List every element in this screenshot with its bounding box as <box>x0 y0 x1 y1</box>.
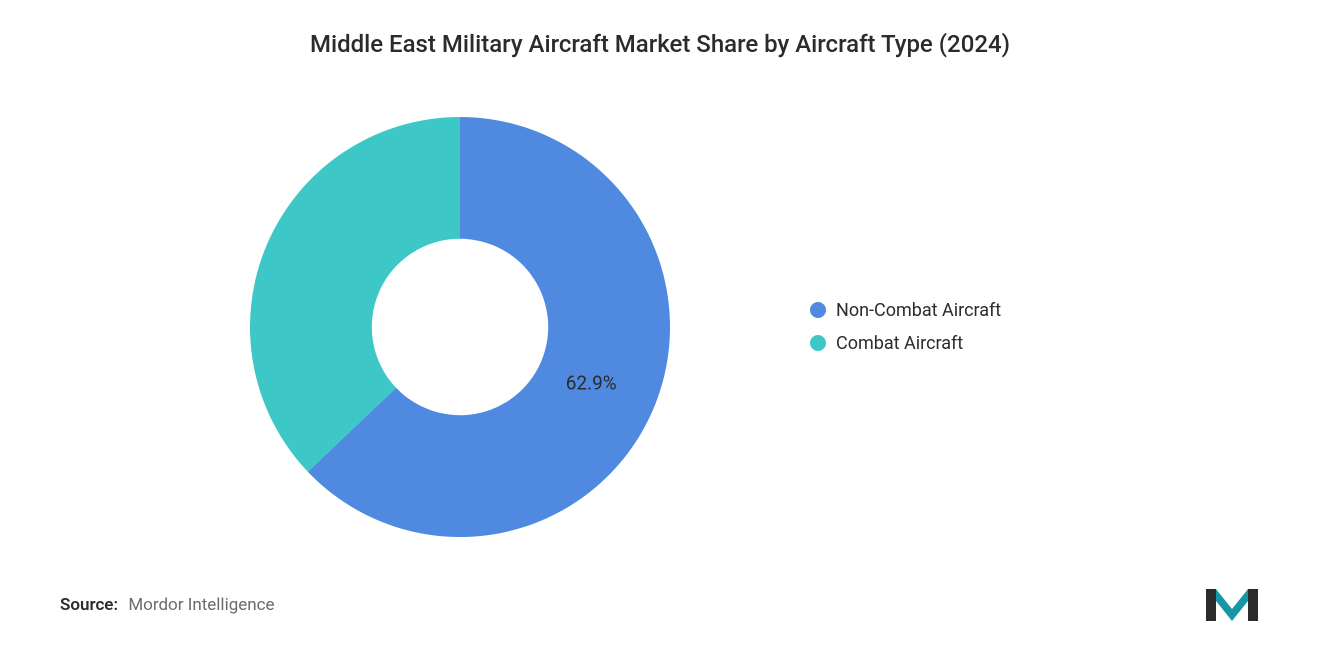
mordor-logo-icon <box>1204 585 1260 625</box>
chart-row: 62.9% Non-Combat Aircraft Combat Aircraft <box>60 78 1260 575</box>
source-line: Source: Mordor Intelligence <box>60 595 275 615</box>
slice-label: 62.9% <box>566 371 617 394</box>
legend-item: Non-Combat Aircraft <box>810 300 1001 321</box>
chart-title: Middle East Military Aircraft Market Sha… <box>60 30 1260 58</box>
legend-item: Combat Aircraft <box>810 333 1001 354</box>
legend-label: Non-Combat Aircraft <box>836 300 1001 321</box>
legend-dot-icon <box>810 302 826 318</box>
legend-dot-icon <box>810 335 826 351</box>
legend: Non-Combat Aircraft Combat Aircraft <box>810 300 1001 354</box>
legend-label: Combat Aircraft <box>836 333 963 354</box>
source-text: Mordor Intelligence <box>128 595 274 615</box>
footer: Source: Mordor Intelligence <box>60 575 1260 625</box>
donut-svg <box>250 117 670 537</box>
chart-container: Middle East Military Aircraft Market Sha… <box>0 0 1320 665</box>
donut-chart: 62.9% <box>250 117 670 537</box>
source-prefix: Source: <box>60 595 118 615</box>
